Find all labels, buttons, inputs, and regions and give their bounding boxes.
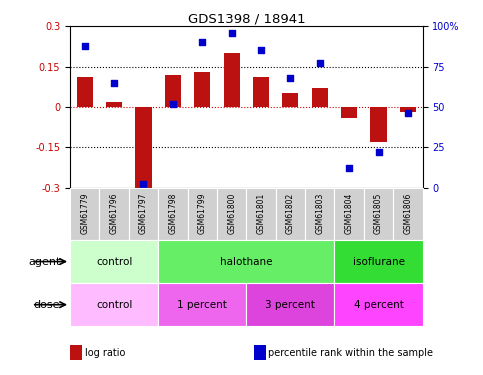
Point [169,100,177,106]
Bar [99,188,129,240]
Bar [158,188,187,240]
Bar [187,188,217,240]
Text: GSM61799: GSM61799 [198,193,207,234]
Text: GSM61804: GSM61804 [345,193,354,234]
Bar [158,240,335,283]
Text: control: control [96,300,132,310]
Point [316,60,324,66]
Point [199,39,206,45]
Bar [400,107,416,112]
Text: 4 percent: 4 percent [354,300,403,310]
Bar [70,283,158,326]
Text: GSM61800: GSM61800 [227,193,236,234]
Bar [77,77,93,107]
Point [286,75,294,81]
Text: percentile rank within the sample: percentile rank within the sample [268,348,433,357]
Bar [165,75,181,107]
Text: GSM61801: GSM61801 [256,193,266,234]
Point [257,48,265,54]
Point [404,110,412,116]
Point [228,30,236,36]
Bar [246,283,334,326]
Text: 1 percent: 1 percent [177,300,227,310]
Text: GSM61803: GSM61803 [315,193,324,234]
Text: 3 percent: 3 percent [266,300,315,310]
Bar [135,107,152,188]
Bar [393,188,423,240]
Bar [217,188,246,240]
Point [110,80,118,86]
Bar [246,188,276,240]
Text: GSM61805: GSM61805 [374,193,383,234]
Point [81,43,88,49]
Bar [70,240,158,283]
Text: GSM61796: GSM61796 [110,193,119,234]
Bar [334,240,423,283]
Point [375,149,383,155]
Text: GSM61802: GSM61802 [286,193,295,234]
Text: GSM61797: GSM61797 [139,193,148,234]
Bar [70,188,99,240]
Bar [364,188,393,240]
Bar [129,188,158,240]
Bar [194,72,210,107]
Text: agent: agent [28,256,60,267]
Text: GSM61779: GSM61779 [80,193,89,234]
Text: GSM61806: GSM61806 [403,193,412,234]
Bar [106,102,122,107]
Text: log ratio: log ratio [85,348,125,357]
Bar [276,188,305,240]
Bar [253,77,269,107]
Bar [370,107,386,142]
Bar [305,188,335,240]
Text: isoflurane: isoflurane [353,256,405,267]
Bar [334,188,364,240]
Bar [334,283,423,326]
Text: GSM61798: GSM61798 [169,193,177,234]
Text: control: control [96,256,132,267]
Bar [158,283,246,326]
Text: dose: dose [34,300,60,310]
Bar [312,88,328,107]
Point [140,181,147,187]
Text: halothane: halothane [220,256,272,267]
Bar [224,53,240,107]
Title: GDS1398 / 18941: GDS1398 / 18941 [187,12,305,25]
Bar [283,93,298,107]
Bar [341,107,357,118]
Point [345,165,353,171]
